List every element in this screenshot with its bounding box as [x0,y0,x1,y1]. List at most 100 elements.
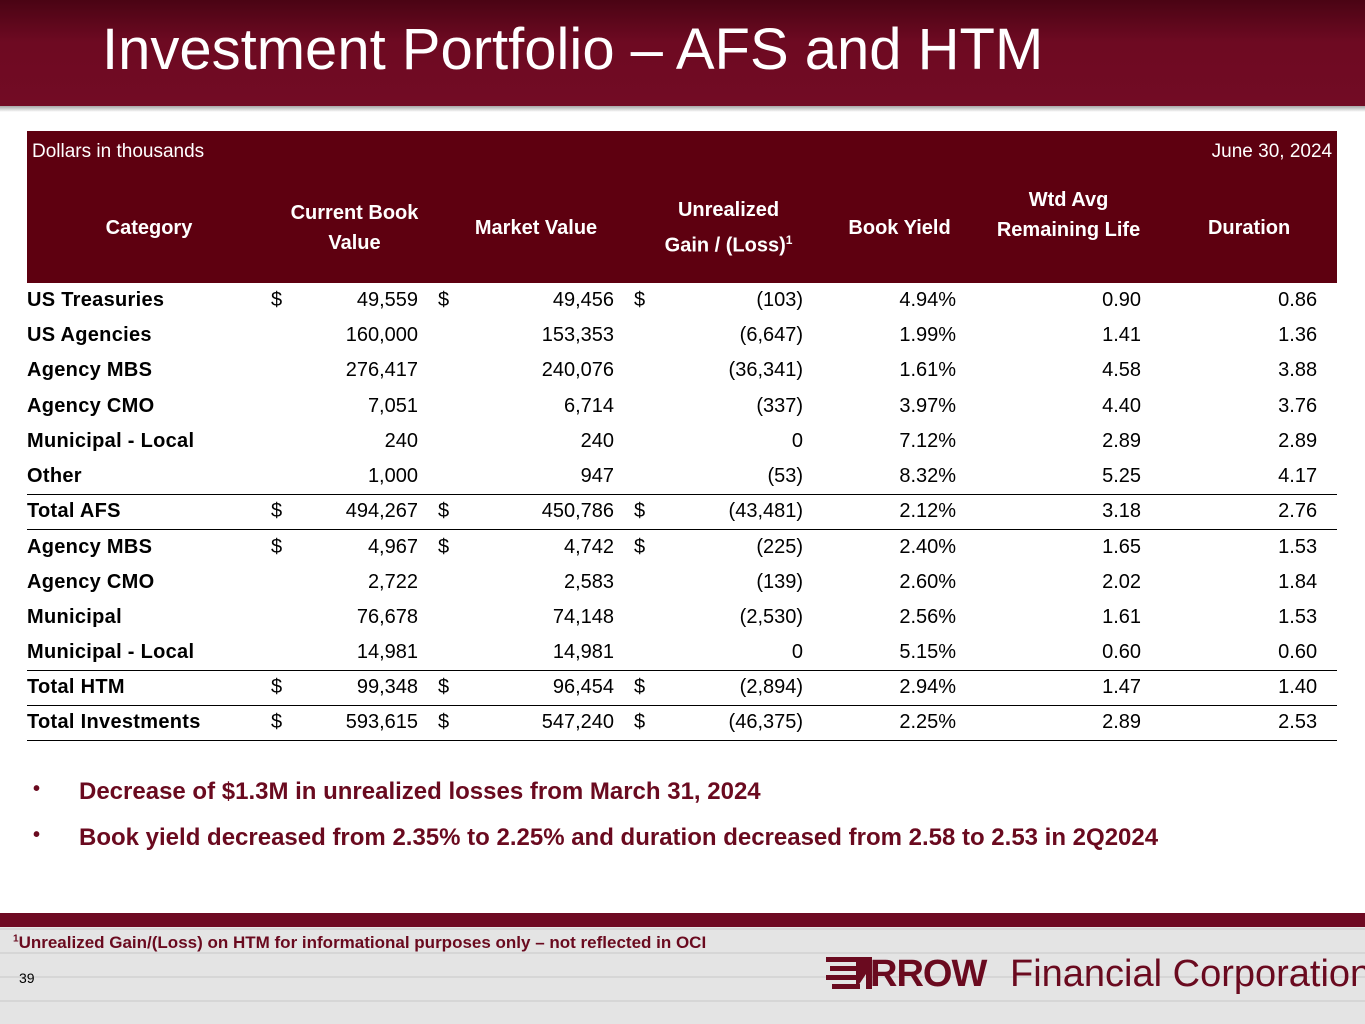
cell-duration: 2.76 [1161,493,1338,530]
cell-book-value: 4,967 [367,535,418,558]
cell-dollar [271,600,301,635]
cell-book-value: 160,000 [345,324,418,347]
cell-dollar: $ [438,493,474,530]
cell-dollar: $ [271,535,283,558]
logo-text: Financial Corporation [1010,953,1365,995]
cell-duration: 1.40 [1161,669,1338,706]
cell-remaining-life: 4.40 [1102,394,1142,417]
footnote: 1Unrealized Gain/(Loss) on HTM for infor… [13,933,707,952]
cell-book-value: 240 [384,429,418,452]
cell-market-value: 4,742 [563,535,615,558]
cell-unrealized: (2,894) [670,669,824,706]
cell-book-value: 14,981 [356,640,418,663]
cell-book-value: 76,678 [356,605,418,628]
page-number: 39 [19,970,35,986]
page-title: Investment Portfolio – AFS and HTM [102,17,1044,82]
cell-duration: 4.17 [1278,464,1318,487]
cell-category: Agency MBS [27,535,153,558]
cell-book-yield: 7.12% [899,429,957,452]
cell-dollar [634,600,670,635]
header-duration: Duration [1161,173,1338,283]
cell-duration: 1.53 [1278,535,1318,558]
cell-remaining-life: 4.58 [1102,359,1142,382]
cell-book-value: 49,559 [356,289,418,312]
cell-duration: 2.53 [1161,705,1338,741]
table-row: Agency CMO 2,722 2,583 (139) 2.60% 2.02 1.84 [27,565,1337,600]
cell-category: US Agencies [27,324,152,347]
cell-remaining-life: 1.65 [1102,535,1142,558]
cell-book-value: 2,722 [367,570,418,593]
cell-remaining-life: 2.89 [1102,429,1142,452]
cell-market-value: 947 [580,464,615,487]
cell-book-yield: 4.94% [899,289,957,312]
cell-dollar [438,600,474,635]
cell-remaining-life: 0.90 [1102,289,1142,312]
cell-book-yield: 2.12% [823,493,977,530]
cell-unrealized: (225) [756,535,804,558]
cell-unrealized: (139) [756,570,804,593]
cell-duration: 1.84 [1278,570,1318,593]
cell-market-value: 450,786 [474,493,635,530]
cell-category: Total HTM [27,669,271,706]
bullet-text: Decrease of $1.3M in unrealized losses f… [79,778,761,805]
table-header-row: Category Current Book Value Market Value … [27,173,1338,283]
cell-unrealized: 0 [791,640,804,663]
cell-unrealized: (103) [756,289,804,312]
units-label: Dollars in thousands [27,131,635,173]
header-market-value: Market Value [438,173,635,283]
cell-book-value: 99,348 [301,669,438,706]
table-row: Municipal 76,678 74,148 (2,530) 2.56% 1.61 1.5… [27,600,1337,635]
cell-category: Municipal - Local [27,429,195,452]
cell-remaining-life: 1.61 [1102,605,1142,628]
table-row: US Treasuries $49,559 $49,456 $ (103) 4.94% 0.… [27,283,1337,318]
cell-category: Total Investments [27,705,271,741]
table-row: Municipal - Local 14,981 14,981 0 5.15% 0.60 0… [27,635,1337,670]
cell-category: US Treasuries [27,289,165,312]
cell-market-value: 153,353 [541,324,615,347]
arrow-logo-icon [826,957,872,989]
cell-market-value: 14,981 [552,640,615,663]
cell-book-yield: 2.60% [899,570,957,593]
cell-dollar [634,635,670,670]
cell-unrealized: (36,341) [728,359,804,382]
cell-dollar [438,424,474,459]
cell-remaining-life: 1.41 [1102,324,1142,347]
cell-category: Other [27,464,82,487]
cell-dollar [271,424,301,459]
header-book-yield: Book Yield [823,173,977,283]
cell-dollar: $ [271,493,301,530]
cell-unrealized: (46,375) [670,705,824,741]
logo-rrow: RROW [870,953,987,995]
cell-book-yield: 2.40% [899,535,957,558]
cell-duration: 0.60 [1278,640,1318,663]
cell-dollar [634,318,670,353]
cell-duration: 0.86 [1278,289,1318,312]
cell-market-value: 240,076 [541,359,615,382]
cell-dollar: $ [634,289,646,312]
cell-remaining-life: 0.60 [1102,640,1142,663]
cell-dollar: $ [438,669,474,706]
cell-book-yield: 3.97% [899,394,957,417]
cell-book-yield: 2.94% [823,669,977,706]
cell-dollar: $ [634,669,671,706]
cell-unrealized: (43,481) [670,493,824,530]
cell-book-yield: 8.32% [899,464,957,487]
cell-dollar: $ [634,535,646,558]
table-caption-row: Dollars in thousands June 30, 2024 [27,131,1338,173]
cell-remaining-life: 2.89 [976,705,1162,741]
date-label: June 30, 2024 [634,131,1338,173]
cell-dollar [438,353,474,388]
cell-book-value: 7,051 [367,394,418,417]
cell-dollar: $ [271,289,283,312]
cell-unrealized: 0 [791,429,804,452]
bullet-marker: • [33,778,41,800]
cell-remaining-life: 3.18 [976,493,1162,530]
table-row: Agency MBS $4,967 $4,742 $ (225) 2.40% 1.65 1.5… [27,529,1337,564]
cell-market-value: 2,583 [563,570,615,593]
cell-market-value: 49,456 [552,289,615,312]
cell-dollar [438,389,474,424]
header-category: Category [27,173,271,283]
bullet-text: Book yield decreased from 2.35% to 2.25%… [79,824,1159,851]
cell-dollar [438,459,474,494]
cell-book-value: 1,000 [367,464,418,487]
